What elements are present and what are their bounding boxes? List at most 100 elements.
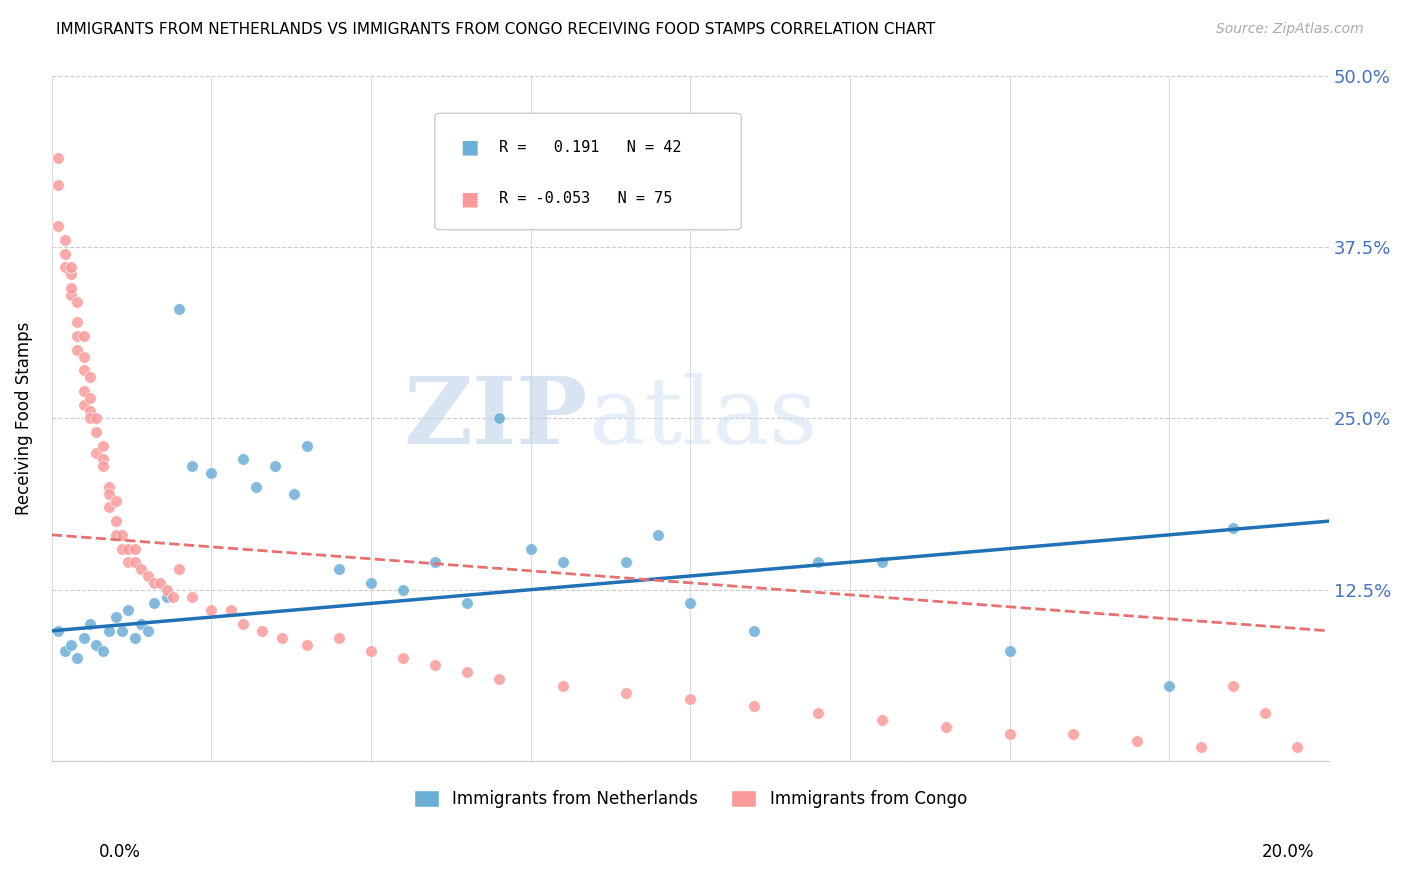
Text: ■: ■ [460, 189, 479, 209]
Point [616, 685, 638, 699]
Point [98, 500, 121, 515]
Point [181, 459, 204, 474]
Point [86, 411, 108, 425]
Point [53, 260, 76, 275]
Point [53, 233, 76, 247]
Point [79, 617, 101, 632]
Point [392, 582, 415, 597]
Point [124, 555, 146, 569]
Point [59, 288, 82, 302]
Point [117, 555, 139, 569]
Point [79, 391, 101, 405]
Point [423, 658, 446, 673]
Point [679, 596, 702, 610]
Point [1285, 740, 1308, 755]
Text: R = -0.053   N = 75: R = -0.053 N = 75 [499, 192, 672, 206]
Point [104, 610, 127, 624]
Point [283, 486, 305, 500]
Point [360, 575, 382, 590]
Point [647, 528, 669, 542]
Point [66, 294, 89, 309]
Point [66, 651, 89, 665]
Point [169, 562, 191, 576]
Point [328, 631, 350, 645]
Point [117, 541, 139, 556]
Point [551, 555, 574, 569]
Point [91, 439, 114, 453]
Point [111, 541, 134, 556]
Point [73, 384, 96, 398]
Point [679, 692, 702, 706]
Point [935, 720, 957, 734]
Point [46, 178, 69, 193]
Text: R =   0.191   N = 42: R = 0.191 N = 42 [499, 140, 681, 155]
Point [142, 596, 165, 610]
Point [870, 713, 893, 727]
Point [1062, 726, 1084, 740]
Point [73, 329, 96, 343]
Point [219, 603, 242, 617]
Y-axis label: Receiving Food Stamps: Receiving Food Stamps [15, 322, 32, 515]
Point [59, 260, 82, 275]
Point [66, 343, 89, 357]
Point [200, 603, 222, 617]
Point [270, 631, 292, 645]
Point [295, 638, 318, 652]
Point [1189, 740, 1212, 755]
Text: Source: ZipAtlas.com: Source: ZipAtlas.com [1216, 22, 1364, 37]
Point [169, 301, 191, 316]
Point [181, 590, 204, 604]
Point [1126, 733, 1149, 747]
Point [98, 480, 121, 494]
Point [136, 624, 159, 638]
Point [111, 528, 134, 542]
Point [79, 411, 101, 425]
Point [360, 644, 382, 658]
Point [59, 638, 82, 652]
Point [98, 486, 121, 500]
Point [488, 411, 510, 425]
Point [73, 398, 96, 412]
Point [86, 638, 108, 652]
Point [328, 562, 350, 576]
Point [46, 624, 69, 638]
Point [79, 404, 101, 418]
Point [53, 246, 76, 260]
Point [66, 315, 89, 329]
Point [46, 151, 69, 165]
Point [124, 541, 146, 556]
Point [1222, 679, 1244, 693]
Point [245, 480, 267, 494]
Text: 20.0%: 20.0% [1263, 843, 1315, 861]
Point [1222, 521, 1244, 535]
Text: ■: ■ [460, 138, 479, 157]
Text: ZIP: ZIP [404, 373, 588, 463]
Point [79, 370, 101, 384]
Point [200, 466, 222, 480]
Point [136, 569, 159, 583]
Point [1254, 706, 1277, 720]
Point [264, 459, 287, 474]
Point [129, 617, 152, 632]
Point [111, 624, 134, 638]
Point [142, 575, 165, 590]
Point [1159, 679, 1181, 693]
Point [392, 651, 415, 665]
Point [86, 425, 108, 439]
Point [742, 624, 765, 638]
Point [149, 575, 172, 590]
Point [91, 459, 114, 474]
Point [129, 562, 152, 576]
Point [456, 596, 478, 610]
Point [156, 590, 179, 604]
Point [86, 445, 108, 459]
Point [519, 541, 541, 556]
Point [488, 672, 510, 686]
Point [998, 726, 1021, 740]
Point [73, 631, 96, 645]
Point [98, 624, 121, 638]
Point [252, 624, 274, 638]
Text: atlas: atlas [588, 373, 817, 463]
Point [456, 665, 478, 679]
Point [53, 644, 76, 658]
